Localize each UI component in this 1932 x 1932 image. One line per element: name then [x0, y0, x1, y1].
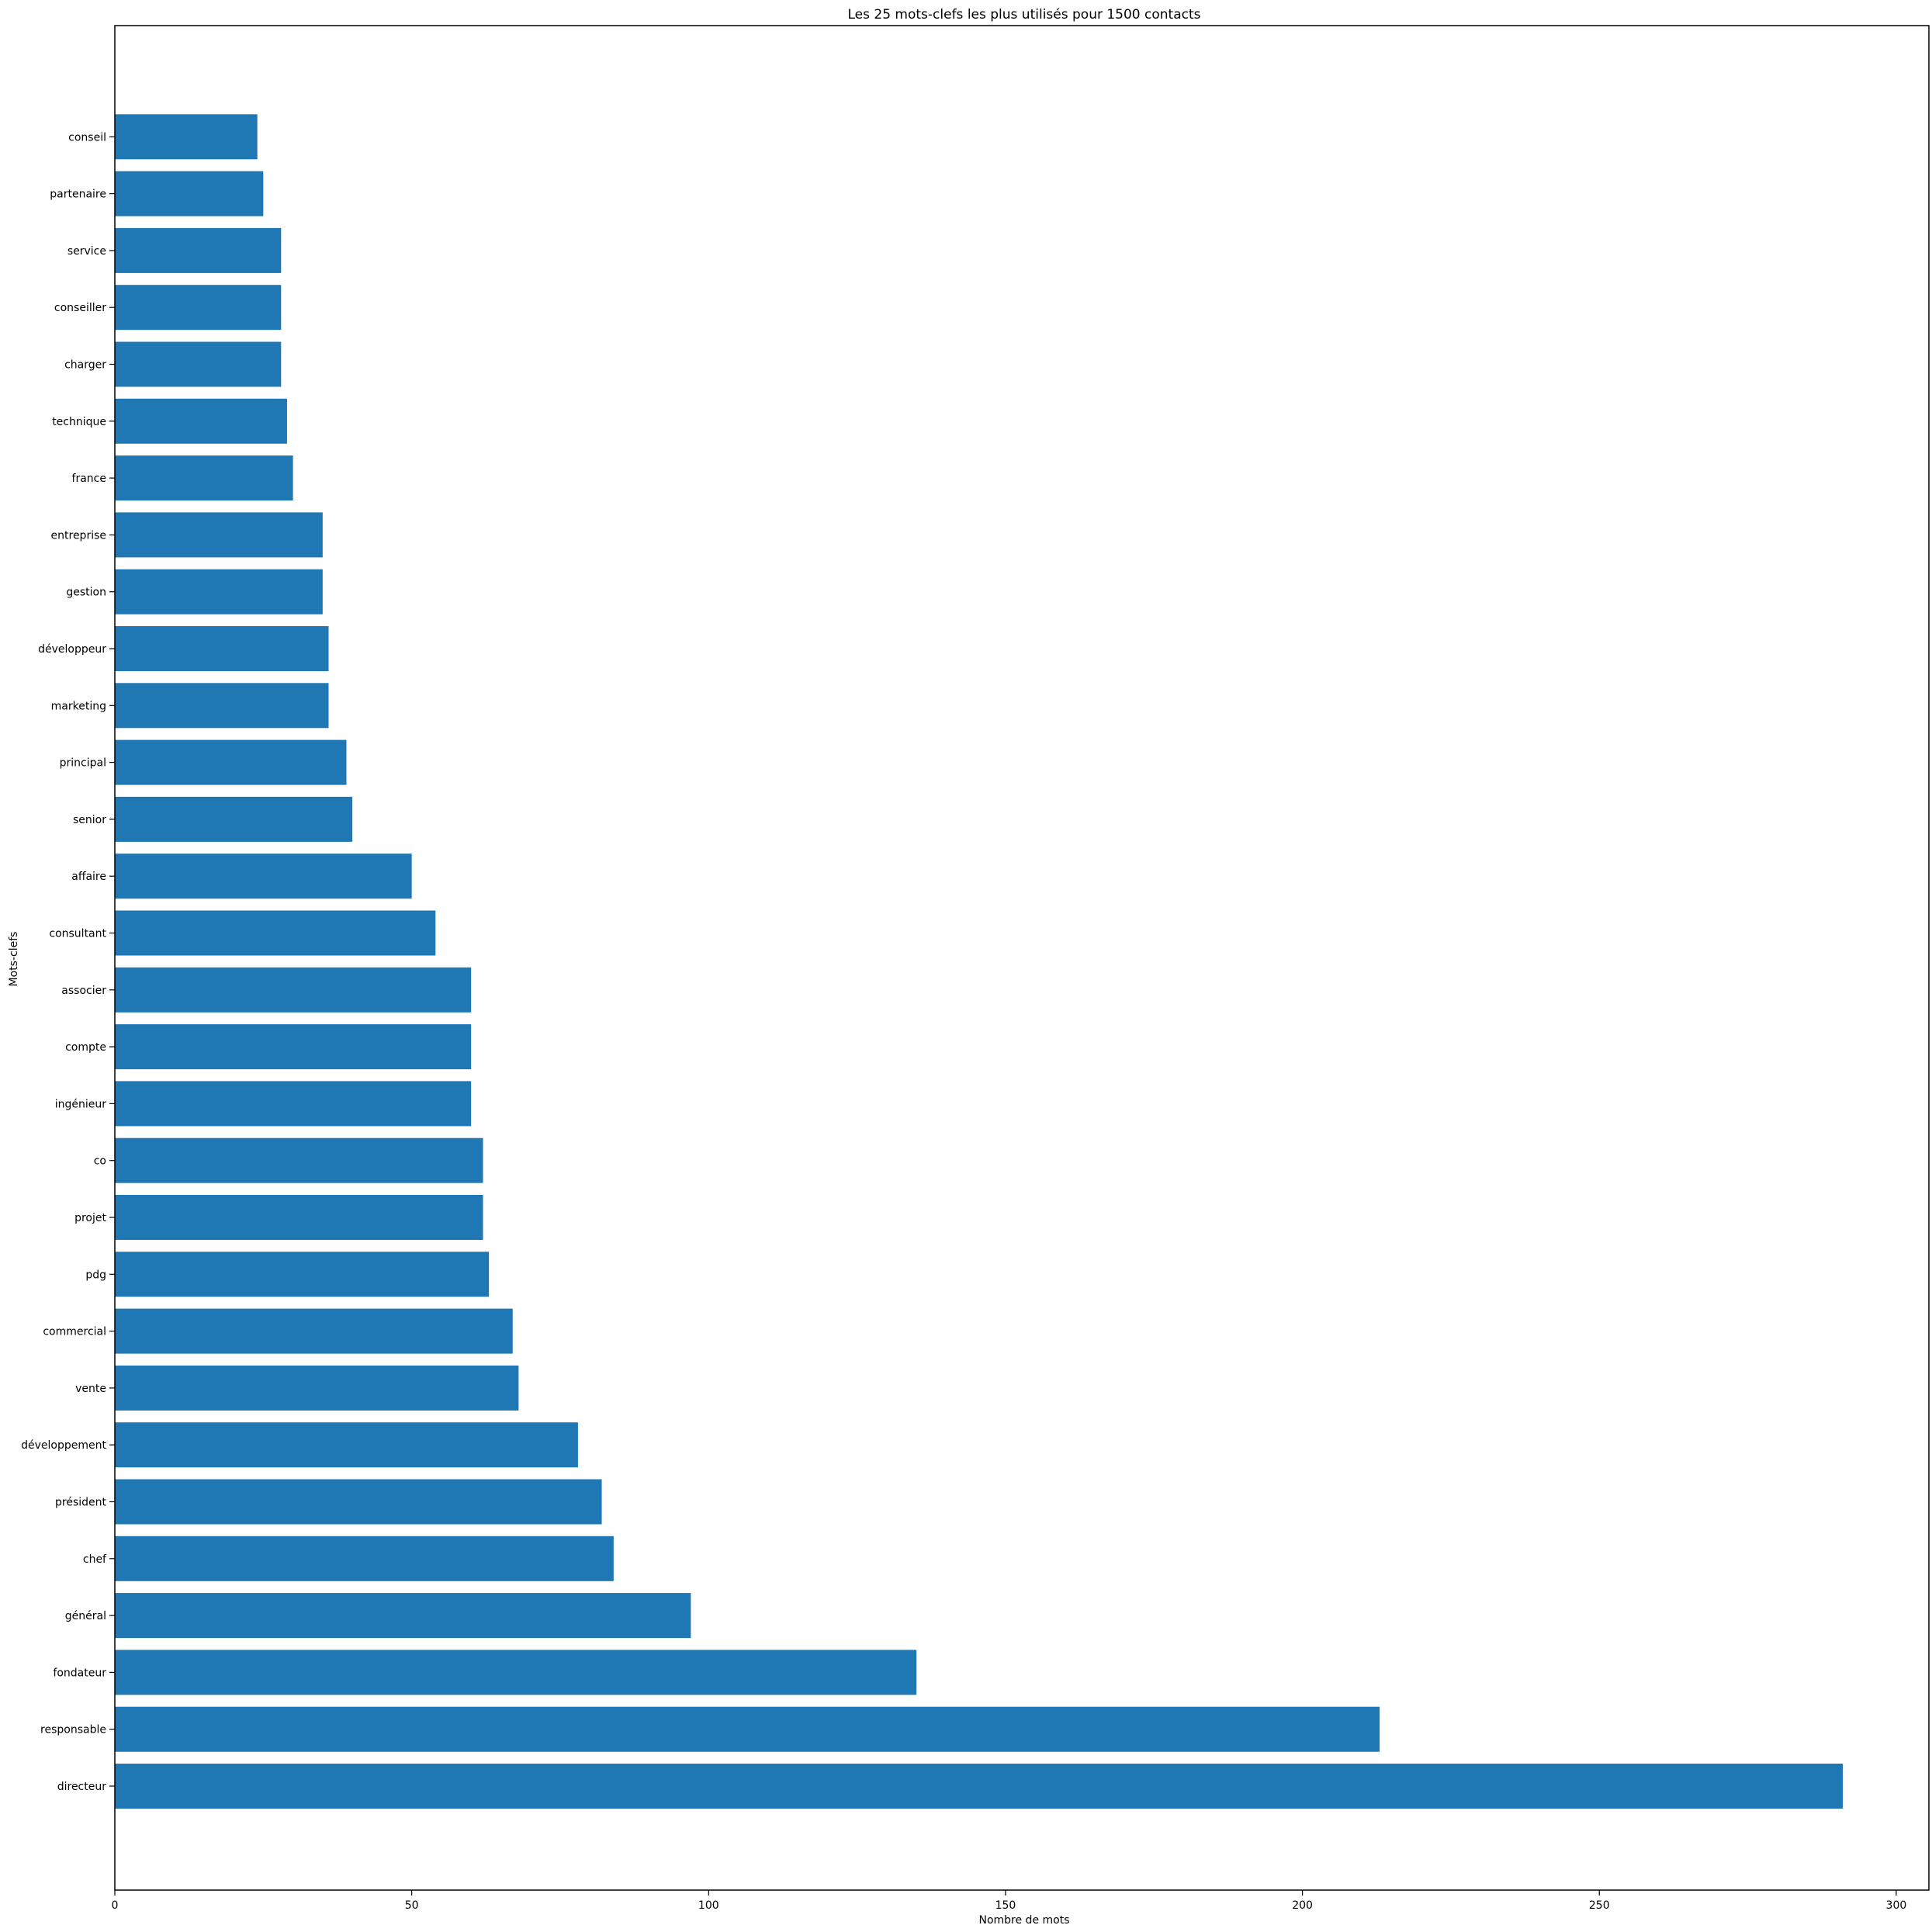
bar-compte — [115, 1024, 472, 1070]
bar-technique — [115, 398, 287, 444]
bar-commercial — [115, 1308, 513, 1354]
bar-général — [115, 1593, 691, 1639]
y-axis-label: Mots-clefs — [8, 932, 20, 987]
y-tick-label: conseiller — [54, 302, 106, 314]
bar-principal — [115, 739, 347, 785]
bar-affaire — [115, 853, 412, 899]
y-tick-label: affaire — [71, 871, 106, 883]
y-tick-label: conseil — [68, 131, 106, 144]
bar-ingénieur — [115, 1081, 472, 1127]
bar-conseiller — [115, 285, 282, 331]
y-tick-label: pdg — [85, 1269, 106, 1281]
x-tick-label: 50 — [405, 1899, 419, 1912]
y-tick-label: associer — [61, 985, 106, 997]
y-tick-label: responsable — [40, 1724, 106, 1736]
y-tick-label: commercial — [43, 1326, 106, 1338]
bar-fondateur — [115, 1650, 917, 1695]
y-tick-label: projet — [74, 1212, 106, 1224]
y-tick-label: senior — [73, 814, 106, 826]
y-tick-label: général — [65, 1610, 106, 1622]
x-axis-ticks: 0 50 100 150 200 250 300 — [112, 1890, 1907, 1912]
bar-développement — [115, 1422, 578, 1468]
bar-vente — [115, 1365, 519, 1411]
y-tick-label: marketing — [51, 700, 106, 712]
bar-marketing — [115, 683, 329, 729]
bar-conseil — [115, 114, 258, 160]
y-axis-ticks: directeur responsable fondateur général chef… — [21, 131, 115, 1793]
bar-président — [115, 1479, 602, 1525]
bar-partenaire — [115, 171, 264, 216]
x-tick-label: 0 — [112, 1899, 119, 1912]
y-tick-label: vente — [75, 1383, 106, 1395]
y-tick-label: consultant — [49, 928, 106, 940]
y-tick-label: principal — [60, 757, 106, 770]
bar-développeur — [115, 626, 329, 671]
x-tick-label: 300 — [1886, 1899, 1907, 1912]
y-tick-label: développeur — [38, 643, 106, 656]
bars — [115, 114, 1844, 1809]
plot-frame — [114, 25, 1930, 1891]
y-tick-label: charger — [64, 359, 106, 372]
bar-co — [115, 1137, 483, 1183]
y-tick-label: gestion — [66, 587, 106, 599]
bar-france — [115, 455, 293, 501]
x-tick-label: 100 — [698, 1899, 719, 1912]
y-tick-label: co — [94, 1155, 106, 1168]
y-tick-label: directeur — [57, 1781, 107, 1793]
y-tick-label: ingénieur — [55, 1098, 107, 1110]
y-tick-label: technique — [52, 416, 106, 428]
bar-directeur — [115, 1764, 1844, 1809]
bar-senior — [115, 796, 353, 842]
y-tick-label: service — [68, 245, 106, 258]
bar-associer — [115, 967, 472, 1013]
y-tick-label: chef — [83, 1553, 107, 1566]
bar-chef — [115, 1536, 614, 1581]
bar-entreprise — [115, 512, 323, 558]
chart-title: Les 25 mots-clefs les plus utilisés pour… — [848, 7, 1201, 23]
y-tick-label: entreprise — [51, 529, 106, 542]
bar-consultant — [115, 910, 436, 956]
y-tick-label: partenaire — [50, 189, 106, 201]
y-tick-label: fondateur — [53, 1667, 106, 1679]
y-tick-label: compte — [65, 1041, 106, 1054]
bar-gestion — [115, 569, 323, 615]
x-axis-label: Nombre de mots — [978, 1914, 1069, 1927]
y-tick-label: développement — [21, 1439, 106, 1452]
y-tick-label: président — [55, 1497, 107, 1509]
x-tick-label: 250 — [1589, 1899, 1610, 1912]
bar-responsable — [115, 1706, 1380, 1752]
bar-projet — [115, 1195, 483, 1240]
x-tick-label: 150 — [995, 1899, 1016, 1912]
bar-charger — [115, 341, 282, 387]
x-tick-label: 200 — [1292, 1899, 1313, 1912]
y-tick-label: france — [72, 473, 106, 485]
bar-pdg — [115, 1252, 490, 1297]
bar-service — [115, 227, 282, 273]
